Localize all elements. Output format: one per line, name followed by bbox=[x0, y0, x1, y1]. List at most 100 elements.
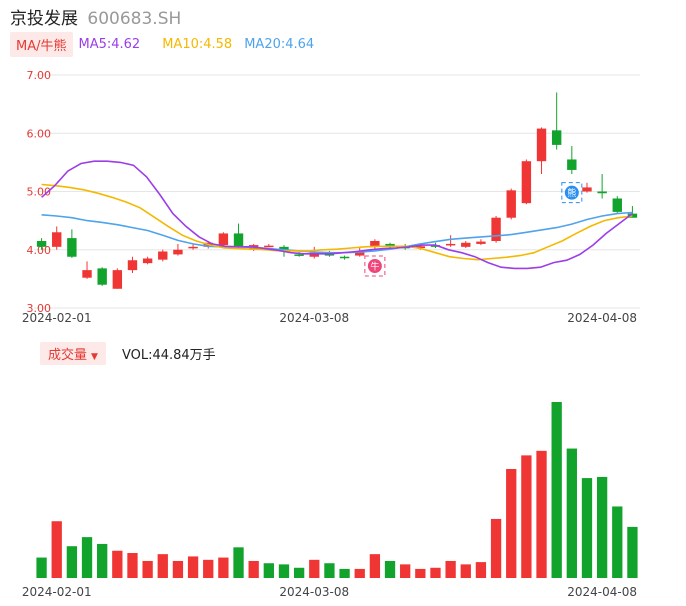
volume-bar bbox=[506, 468, 517, 578]
candle-body bbox=[430, 245, 441, 247]
candle-body bbox=[355, 250, 365, 256]
candle-body bbox=[233, 233, 244, 247]
x-tick-label: 2024-04-08 bbox=[567, 311, 637, 325]
candle-body bbox=[551, 130, 562, 145]
x-tick-label: 2024-03-08 bbox=[279, 311, 349, 325]
candle-body bbox=[597, 191, 607, 194]
volume-bar bbox=[112, 550, 123, 578]
candle-body bbox=[142, 258, 153, 264]
candle-body bbox=[52, 232, 62, 247]
candle-body bbox=[112, 270, 123, 289]
volume-bar bbox=[339, 568, 350, 578]
candle-body bbox=[279, 246, 289, 250]
candle-body bbox=[521, 161, 532, 204]
bear-marker-label: 熊 bbox=[567, 187, 576, 199]
candle-body bbox=[173, 249, 183, 255]
stock-name: 京投发展 bbox=[10, 9, 78, 29]
y-tick-label: 3.00 bbox=[27, 302, 52, 315]
volume-bar bbox=[490, 518, 502, 578]
candle-body bbox=[67, 238, 77, 257]
x-tick-label: 2024-02-01 bbox=[22, 585, 92, 599]
ma20-label: MA20:4.64 bbox=[244, 37, 315, 52]
volume-bar bbox=[581, 478, 593, 578]
volume-bar bbox=[430, 567, 441, 578]
candle-body bbox=[294, 254, 304, 256]
candle-body bbox=[36, 241, 47, 247]
volume-bar bbox=[248, 560, 259, 578]
volume-toggle-button[interactable]: 成交量 ▼ bbox=[40, 342, 106, 365]
candle-body bbox=[476, 241, 486, 244]
candle-body bbox=[82, 270, 92, 278]
candle-body bbox=[445, 243, 456, 246]
volume-bar bbox=[627, 526, 638, 578]
candle-body bbox=[127, 260, 138, 271]
volume-bar bbox=[278, 564, 290, 578]
bull-marker-icon bbox=[367, 259, 382, 274]
ma10-line bbox=[41, 183, 633, 261]
bear-marker-icon bbox=[564, 185, 579, 200]
candle-body bbox=[309, 252, 319, 257]
y-tick-label: 7.00 bbox=[27, 69, 52, 82]
volume-toggle-label: 成交量 bbox=[48, 348, 88, 363]
candle-body bbox=[158, 251, 168, 260]
volume-bar bbox=[51, 521, 62, 578]
candle-body bbox=[612, 198, 622, 212]
candle-body bbox=[536, 128, 547, 162]
candle-body bbox=[188, 246, 198, 249]
volume-bar bbox=[81, 537, 93, 578]
volume-bar bbox=[475, 562, 487, 578]
volume-bar bbox=[521, 455, 532, 578]
ma-toggle-button[interactable]: MA/牛熊 bbox=[10, 32, 73, 57]
volume-bar bbox=[97, 543, 108, 578]
candle-body bbox=[415, 246, 426, 249]
candle-body bbox=[582, 187, 592, 192]
volume-bar bbox=[324, 563, 335, 578]
volume-bar bbox=[551, 402, 562, 578]
volume-bar bbox=[66, 546, 78, 578]
x-tick-label: 2024-02-01 bbox=[22, 311, 92, 325]
volume-bar bbox=[415, 568, 426, 578]
candle-body bbox=[567, 159, 577, 170]
volume-bar bbox=[400, 564, 411, 578]
volume-bar bbox=[233, 547, 244, 578]
y-tick-label: 4.00 bbox=[27, 244, 52, 257]
candle-body bbox=[506, 190, 516, 218]
bull-marker-label: 牛 bbox=[370, 261, 379, 273]
candle-body bbox=[97, 268, 107, 285]
bull-marker-frame bbox=[364, 255, 386, 277]
volume-bar bbox=[460, 564, 471, 578]
volume-bar bbox=[36, 557, 47, 578]
bear-marker-frame bbox=[561, 182, 583, 204]
candle-body bbox=[370, 241, 380, 247]
stock-title: 京投发展 600683.SH bbox=[10, 4, 181, 29]
candle-body bbox=[218, 233, 229, 246]
volume-bar bbox=[612, 506, 623, 578]
volume-bar bbox=[354, 568, 365, 578]
volume-bar bbox=[309, 559, 320, 578]
x-tick-label: 2024-03-08 bbox=[279, 585, 349, 599]
volume-bar bbox=[384, 560, 396, 578]
volume-bar bbox=[566, 448, 577, 578]
volume-bar bbox=[142, 560, 153, 578]
candle-body bbox=[385, 243, 395, 247]
volume-bar bbox=[596, 476, 608, 578]
x-tick-label: 2024-04-08 bbox=[567, 585, 637, 599]
ma-legend: MA/牛熊 MA5:4.62 MA10:4.58 MA20:4.64 bbox=[10, 32, 326, 57]
candle-body bbox=[627, 213, 638, 218]
candle-body bbox=[491, 217, 501, 242]
ma20-line bbox=[41, 211, 633, 254]
volume-bar bbox=[445, 560, 456, 578]
volume-bar bbox=[218, 557, 229, 578]
volume-legend: 成交量 ▼ VOL:44.84万手 bbox=[40, 342, 216, 365]
volume-value: VOL:44.84万手 bbox=[121, 348, 216, 363]
ma5-label: MA5:4.62 bbox=[78, 37, 141, 52]
volume-bar bbox=[536, 450, 547, 578]
volume-bar bbox=[157, 554, 168, 578]
volume-bar bbox=[187, 556, 199, 578]
candle-body bbox=[264, 245, 274, 248]
caret-down-icon: ▼ bbox=[91, 352, 98, 362]
ma10-label: MA10:4.58 bbox=[162, 37, 233, 52]
y-tick-label: 6.00 bbox=[27, 127, 52, 140]
volume-bar bbox=[172, 560, 184, 578]
